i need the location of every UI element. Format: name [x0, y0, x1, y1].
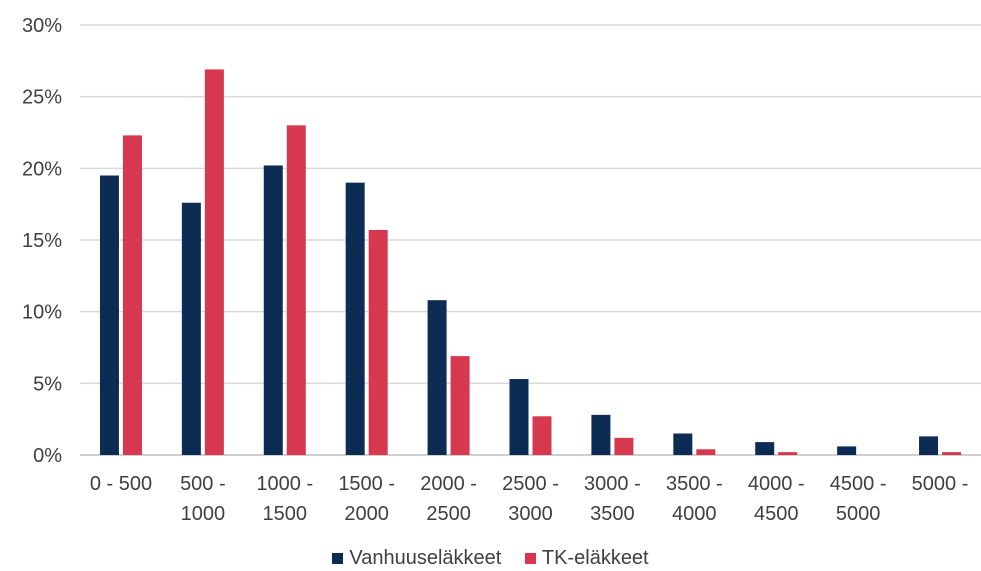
x-tick-label: 500 -1000	[180, 473, 226, 525]
x-tick-label: 1500 -2000	[338, 473, 395, 525]
bars	[99, 69, 962, 455]
bar-tk-elakkeet	[696, 449, 716, 455]
x-tick-label: 1000 -1500	[256, 473, 313, 525]
x-tick-label: 4500 -5000	[830, 473, 887, 525]
legend-label-tk-elakkeet: TK-eläkkeet	[541, 547, 649, 569]
bar-vanhuuselakkeet	[755, 442, 775, 455]
bar-tk-elakkeet	[614, 437, 634, 455]
y-axis: 0% 5% 10% 15% 20% 25% 30%	[22, 15, 62, 467]
x-tick-label: 0 - 500	[90, 473, 152, 495]
bar-tk-elakkeet	[368, 229, 388, 455]
legend: Vanhuuseläkkeet TK-eläkkeet	[0, 547, 981, 570]
bar-tk-elakkeet	[204, 69, 224, 455]
legend-label-vanhuuselakkeet: Vanhuuseläkkeet	[349, 547, 502, 569]
y-tick-label: 15%	[22, 230, 62, 252]
bar-vanhuuselakkeet	[673, 433, 693, 455]
x-tick-label: 3500 -4000	[666, 473, 723, 525]
x-tick-label: 2500 -3000	[502, 473, 559, 525]
bar-tk-elakkeet	[532, 416, 552, 455]
y-tick-label: 5%	[33, 373, 62, 395]
bar-vanhuuselakkeet	[99, 175, 119, 455]
bar-vanhuuselakkeet	[509, 379, 529, 455]
bar-tk-elakkeet	[778, 452, 798, 455]
legend-item-tk-elakkeet: TK-eläkkeet	[524, 547, 649, 570]
y-tick-label: 0%	[33, 445, 62, 467]
bar-vanhuuselakkeet	[345, 182, 365, 455]
x-tick-label: 4000 -4500	[748, 473, 805, 525]
x-tick-label: 2000 -2500	[420, 473, 477, 525]
legend-swatch-tk-elakkeet	[524, 553, 536, 564]
y-tick-label: 30%	[22, 15, 62, 37]
bar-vanhuuselakkeet	[919, 436, 939, 455]
legend-item-vanhuuselakkeet: Vanhuuseläkkeet	[332, 547, 501, 570]
y-tick-label: 10%	[22, 302, 62, 324]
y-tick-label: 20%	[22, 158, 62, 180]
bar-tk-elakkeet	[286, 125, 306, 455]
x-tick-label: 5000 -	[912, 473, 969, 495]
bar-vanhuuselakkeet	[263, 165, 283, 455]
bar-tk-elakkeet	[942, 452, 962, 455]
gridlines	[80, 24, 981, 456]
bar-vanhuuselakkeet	[427, 300, 447, 455]
x-axis: 0 - 500 500 -1000 1000 -1500 1500 -2000 2000…	[90, 473, 969, 525]
bar-vanhuuselakkeet	[181, 202, 201, 455]
bar-tk-elakkeet	[450, 356, 470, 455]
bar-vanhuuselakkeet	[837, 446, 857, 455]
legend-swatch-vanhuuselakkeet	[332, 553, 344, 564]
x-tick-label: 3000 -3500	[584, 473, 641, 525]
bar-tk-elakkeet	[122, 135, 142, 455]
y-tick-label: 25%	[22, 87, 62, 109]
bar-vanhuuselakkeet	[591, 414, 611, 455]
